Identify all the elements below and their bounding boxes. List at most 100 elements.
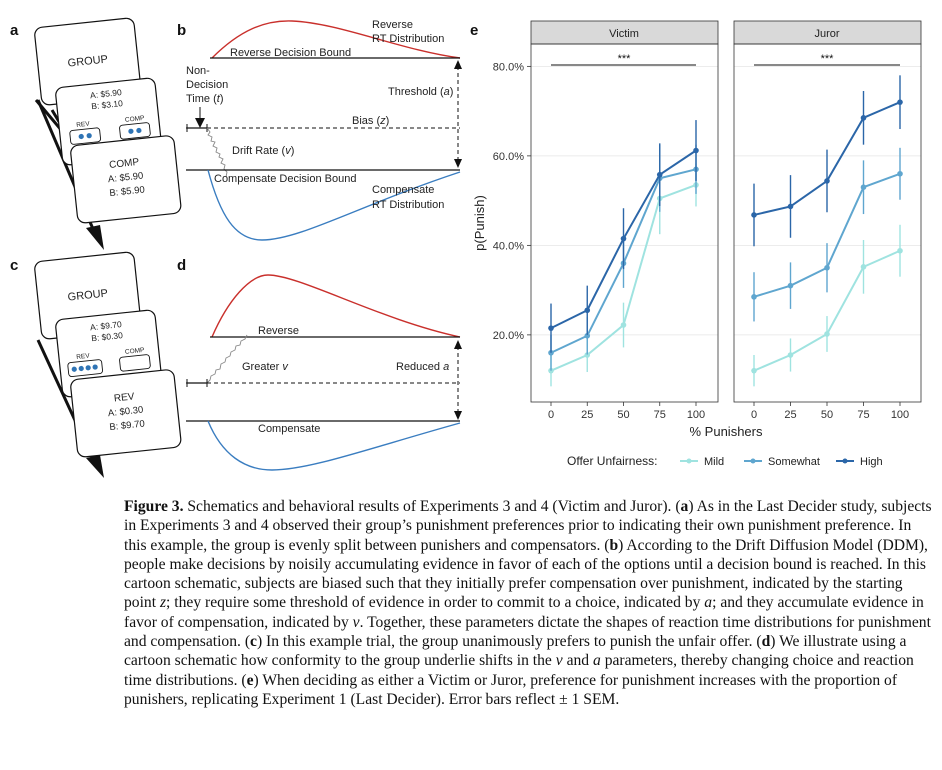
data-point-high-victim (693, 147, 699, 154)
card-choice: REV A: $0.30 B: $9.70 (70, 369, 182, 458)
panel-label-c: c (10, 257, 18, 274)
significance-label-juror: *** (821, 53, 835, 65)
panel-d-ddm: Reverse Greater v Reduced a Compensate (186, 274, 462, 471)
drift-label: Drift Rate (v) (232, 145, 294, 157)
card-group-title: GROUP (67, 287, 108, 303)
data-point-mild-juror (824, 331, 830, 337)
x-tick-label-juror: 0 (751, 409, 757, 421)
x-tick-label-victim: 75 (654, 409, 666, 421)
card-choice: COMP A: $5.90 B: $5.90 (70, 135, 182, 224)
greater-v-label: Greater v (242, 361, 289, 373)
legend-label-high: High (860, 456, 883, 468)
data-point-somewhat-victim (548, 349, 554, 356)
compensate-dist-label-1: Compensate (372, 184, 434, 196)
panel-a-cards: GROUP A: $5.90 B: $3.10 REV COMP COMP A:… (34, 17, 182, 250)
card-offer-rev: REV (76, 121, 91, 129)
x-tick-label-victim: 25 (581, 409, 593, 421)
data-point-somewhat-juror (824, 264, 830, 271)
nondecision-label-2: Decision (186, 79, 228, 91)
legend-item-mild: Mild (680, 456, 724, 468)
y-tick-label: 60.0% (493, 151, 524, 163)
nondecision-label-1: Non- (186, 65, 210, 77)
x-tick-label-juror: 100 (891, 409, 909, 421)
x-tick-label-victim: 0 (548, 409, 554, 421)
legend-label-mild: Mild (704, 456, 724, 468)
data-point-somewhat-victim (584, 332, 591, 339)
data-point-mild-victim (620, 322, 627, 328)
facet-title-juror: Juror (814, 28, 839, 40)
data-point-somewhat-juror (897, 170, 903, 177)
data-point-mild-juror (787, 352, 794, 358)
data-point-high-victim (656, 171, 663, 178)
card-offer-comp: COMP (125, 347, 145, 356)
panel-label-d: d (177, 257, 186, 274)
compensate-label: Compensate (258, 423, 320, 435)
caption-figure-label: Figure 3. (124, 498, 184, 515)
reverse-dist-label-2: RT Distribution (372, 33, 444, 45)
x-tick-label-juror: 75 (857, 409, 869, 421)
compensate-rt-distribution (207, 420, 461, 471)
legend-label-somewhat: Somewhat (768, 456, 820, 468)
card-offer-rev: REV (76, 353, 91, 361)
card-group-title: GROUP (67, 53, 108, 69)
panel-e-chart: p(Punish) % Punishers Offer Unfairness: … (472, 20, 922, 468)
x-tick-label-victim: 50 (617, 409, 629, 421)
data-point-somewhat-juror (751, 294, 757, 300)
data-point-high-victim (620, 235, 627, 242)
card-choice-b: B: $9.70 (109, 418, 145, 433)
nondecision-label-3: Time (t) (186, 93, 224, 105)
data-point-somewhat-juror (787, 282, 794, 289)
card-choice-b: B: $5.90 (109, 184, 145, 199)
plot-area-juror (733, 43, 922, 403)
data-point-high-juror (824, 178, 830, 184)
comp-vote-box (119, 122, 151, 140)
card-choice-a: A: $5.90 (107, 171, 143, 186)
data-point-high-juror (751, 212, 757, 218)
panel-label-e: e (470, 22, 478, 39)
y-tick-label: 80.0% (493, 61, 524, 73)
reduced-a-label: Reduced a (396, 361, 449, 373)
legend-item-high: High (836, 456, 883, 468)
card-offer-a: A: $9.70 (90, 319, 123, 332)
card-offer-b: B: $0.30 (91, 330, 124, 343)
card-choice-title: REV (113, 391, 135, 404)
card-choice-title: COMP (109, 157, 140, 171)
compensate-rt-distribution (207, 169, 461, 241)
panel-label-b: b (177, 22, 186, 39)
card-arrowhead (86, 225, 104, 250)
threshold-label: Threshold (a) (388, 86, 453, 98)
data-point-high-juror (897, 99, 903, 105)
y-tick-label: 20.0% (493, 330, 524, 342)
panel-c-cards: GROUP A: $9.70 B: $0.30 REV COMP REV A: … (34, 251, 182, 478)
significance-label-victim: *** (618, 53, 632, 65)
data-point-high-victim (548, 325, 554, 331)
reverse-dist-label-1: Reverse (372, 19, 413, 31)
plot-area-victim (530, 43, 719, 403)
x-tick-label-juror: 50 (821, 409, 833, 421)
y-tick-label: 40.0% (493, 240, 524, 252)
reverse-rt-distribution (211, 20, 461, 59)
drift-path (206, 127, 228, 178)
card-choice-a: A: $0.30 (107, 405, 143, 420)
legend-title: Offer Unfairness: (567, 454, 657, 468)
data-point-mild-victim (584, 352, 591, 358)
panel-b-ddm: Reverse RT Distribution Reverse Decision… (186, 19, 462, 241)
reverse-label: Reverse (258, 325, 299, 337)
figure-panels: a b c d e GROUP A: $5.90 B: $3.10 REV CO… (10, 17, 922, 478)
rev-vote-box (67, 359, 103, 377)
card-arrowhead (86, 455, 104, 478)
x-axis-label: % Punishers (690, 424, 763, 439)
drift-path-greater-v (206, 334, 248, 384)
compensate-dist-label-2: RT Distribution (372, 199, 444, 211)
reverse-bound-label: Reverse Decision Bound (230, 47, 351, 59)
facet-title-victim: Victim (609, 28, 639, 40)
card-offer-comp: COMP (125, 115, 145, 124)
comp-vote-box (119, 354, 151, 372)
rev-vote-box (69, 127, 101, 145)
data-point-somewhat-juror (860, 184, 867, 190)
panel-label-a: a (10, 22, 19, 39)
x-tick-label-juror: 25 (784, 409, 796, 421)
data-point-high-juror (787, 203, 794, 210)
data-point-high-victim (584, 307, 591, 314)
compensate-bound-label: Compensate Decision Bound (214, 173, 356, 185)
